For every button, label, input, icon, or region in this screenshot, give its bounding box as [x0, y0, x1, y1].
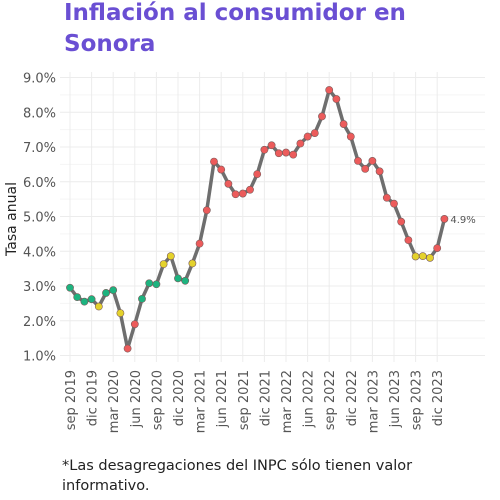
data-point: [73, 293, 82, 302]
data-point: [426, 253, 434, 262]
data-point: [368, 156, 377, 165]
x-tick-label: dic 2023: [431, 370, 446, 426]
data-point: [282, 148, 290, 157]
data-point: [166, 252, 175, 261]
data-point: [418, 252, 427, 261]
y-tick-label: 5.0%: [23, 211, 56, 226]
y-tick-label: 3.0%: [23, 280, 56, 295]
data-point: [397, 217, 406, 226]
data-point: [440, 215, 449, 223]
x-tick-label: jun 2023: [388, 370, 403, 428]
data-point: [267, 141, 276, 150]
data-point: [303, 132, 312, 141]
data-points: [66, 86, 449, 353]
data-point: [94, 302, 103, 311]
data-point: [102, 289, 110, 297]
data-point: [382, 193, 391, 202]
y-tick-label: 4.0%: [23, 245, 56, 260]
data-point: [325, 86, 334, 94]
x-tick-label: jun 2021: [215, 370, 230, 428]
data-point: [274, 149, 283, 158]
x-tick-label: mar 2022: [280, 370, 295, 433]
grid-lines: [60, 72, 485, 362]
data-point: [202, 206, 211, 215]
data-point: [354, 156, 362, 165]
x-tick-label: dic 2020: [172, 370, 187, 426]
data-point: [224, 179, 233, 188]
data-point: [296, 139, 305, 148]
data-point: [87, 295, 96, 304]
y-tick-label: 8.0%: [23, 106, 56, 121]
x-tick-label: dic 2019: [86, 370, 101, 426]
data-point: [210, 157, 218, 166]
x-tick-label: dic 2021: [258, 370, 273, 426]
data-point: [411, 252, 420, 261]
data-point: [145, 279, 154, 288]
data-point: [217, 165, 226, 174]
data-point: [152, 280, 161, 289]
data-point: [174, 274, 182, 283]
x-tick-label: sep 2022: [323, 370, 338, 430]
x-tick-label: sep 2021: [237, 370, 252, 430]
x-tick-label: sep 2023: [410, 370, 425, 430]
y-tick-label: 7.0%: [23, 141, 56, 156]
data-point: [116, 309, 125, 318]
data-point: [346, 132, 355, 141]
x-tick-label: mar 2020: [107, 370, 122, 433]
data-point: [404, 236, 413, 245]
data-point: [246, 185, 254, 194]
y-axis-ticks: 1.0% 2.0% 3.0% 4.0% 5.0% 6.0% 7.0% 8.0% 9.0%: [23, 72, 56, 365]
data-point: [66, 283, 74, 292]
x-tick-label: sep 2019: [64, 370, 79, 430]
x-tick-label: jun 2020: [129, 370, 144, 428]
data-point: [310, 129, 319, 137]
x-tick-label: sep 2020: [150, 370, 165, 430]
data-point: [159, 260, 168, 269]
data-point: [332, 95, 341, 103]
data-point: [123, 344, 132, 353]
data-point: [195, 239, 204, 248]
data-point: [130, 320, 139, 329]
data-point: [80, 297, 89, 306]
data-point: [361, 164, 370, 173]
y-tick-label: 9.0%: [23, 72, 56, 87]
data-point: [138, 294, 146, 303]
x-tick-label: jun 2022: [302, 370, 317, 428]
data-point: [109, 286, 118, 295]
data-point: [181, 276, 190, 285]
data-point: [253, 170, 262, 179]
data-point: [339, 120, 348, 128]
x-tick-label: dic 2022: [345, 370, 360, 426]
y-axis-label: Tasa anual: [4, 182, 20, 257]
x-axis-ticks: sep 2019 dic 2019 mar 2020 jun 2020 sep 2020…: [64, 370, 446, 433]
data-point: [238, 189, 247, 198]
data-point: [260, 145, 269, 154]
y-tick-label: 6.0%: [23, 176, 56, 191]
data-point: [390, 199, 398, 208]
chart-title: Inflación al consumidor en Sonora: [64, 0, 406, 57]
data-point: [231, 190, 240, 199]
data-point: [433, 244, 442, 253]
data-point: [375, 167, 384, 176]
data-point: [318, 112, 326, 121]
y-tick-label: 2.0%: [23, 315, 56, 330]
last-value-label: 4.9%: [450, 215, 475, 226]
footnote: *Las desagregaciones del INPC sólo tiene…: [62, 458, 413, 494]
x-tick-label: mar 2021: [194, 370, 209, 433]
data-point: [289, 150, 298, 159]
data-point: [188, 259, 197, 268]
series-line: [68, 88, 447, 351]
x-tick-label: mar 2023: [366, 370, 381, 433]
y-tick-label: 1.0%: [23, 350, 56, 365]
